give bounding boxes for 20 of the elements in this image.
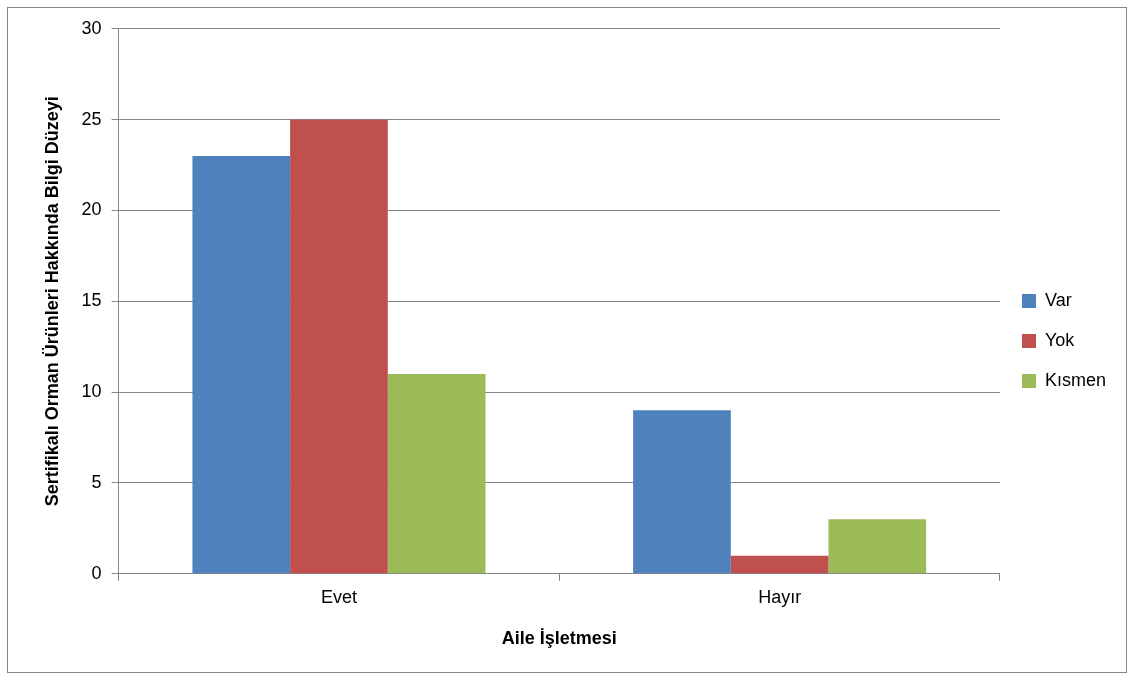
y-axis-title: Sertifikalı Orman Ürünleri Hakkında Bilgi Düzeyi [41,96,62,507]
y-tick-label: 10 [81,381,102,402]
y-tick-label: 15 [81,290,102,311]
y-tick-label: 0 [91,562,102,583]
x-tick-label: Hayır [758,586,802,607]
y-tick-label: 5 [91,471,102,492]
y-tick-label: 20 [81,199,102,220]
legend-label: Kısmen [1044,369,1107,390]
legend-label: Yok [1044,329,1076,350]
legend-label: Var [1044,289,1072,310]
bar [290,119,388,574]
bar [387,373,486,574]
bar [633,410,731,574]
y-tick-label: 25 [81,108,102,129]
bar [828,519,927,574]
x-tick-label: Evet [320,586,357,607]
bar [730,555,829,574]
y-tick-label: 30 [81,17,102,38]
bar [192,155,291,574]
x-axis-title: Aile İşletmesi [501,628,617,649]
